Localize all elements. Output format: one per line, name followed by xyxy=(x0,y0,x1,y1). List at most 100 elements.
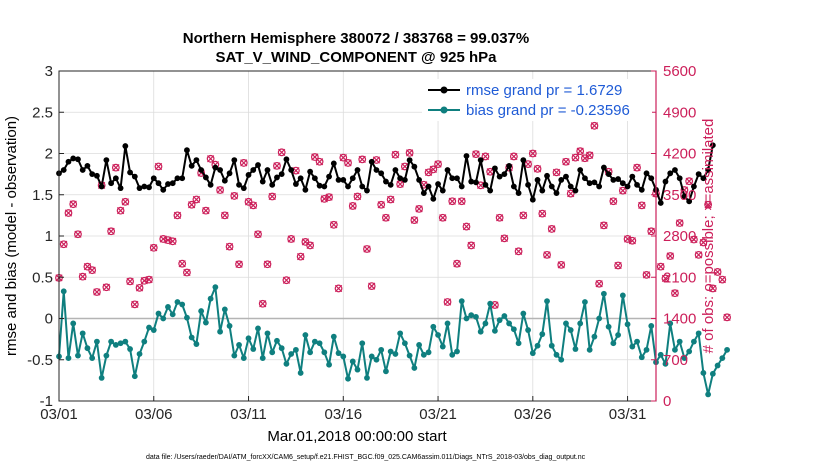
x-tick-label: 03/26 xyxy=(514,406,552,423)
obs-assimilated-cross xyxy=(496,214,504,222)
bias-point xyxy=(259,355,266,361)
obs-assimilated-cross xyxy=(244,198,253,206)
obs-marker xyxy=(121,197,130,206)
rmse-point xyxy=(288,167,295,173)
obs-possible-circle xyxy=(178,259,187,268)
rmse-point xyxy=(103,157,110,164)
obs-possible-circle xyxy=(334,284,343,293)
obs-assimilated-cross xyxy=(377,201,385,209)
rmse-point xyxy=(330,160,337,167)
obs-assimilated-cross xyxy=(415,205,423,213)
bias-point xyxy=(146,324,152,331)
bias-point xyxy=(193,341,200,347)
obs-possible-circle xyxy=(391,150,400,159)
bias-point xyxy=(615,332,621,338)
rmse-point xyxy=(359,183,366,190)
obs-possible-circle xyxy=(671,289,679,298)
obs-possible-circle xyxy=(93,288,101,296)
rmse-point xyxy=(567,183,574,190)
bias-point xyxy=(572,346,579,352)
obs-assimilated-cross xyxy=(623,235,632,243)
obs-marker xyxy=(78,272,87,281)
obs-possible-circle xyxy=(254,230,262,239)
obs-assimilated-cross xyxy=(112,164,120,172)
obs-marker xyxy=(268,192,277,201)
bias-point xyxy=(65,355,72,361)
obs-marker xyxy=(391,150,400,159)
obs-marker xyxy=(723,313,731,322)
obs-marker xyxy=(102,283,111,292)
bias-point xyxy=(553,351,560,358)
bias-point xyxy=(221,306,228,313)
bias-point xyxy=(657,351,664,358)
rmse-point xyxy=(591,179,598,186)
obs-assimilated-cross xyxy=(410,216,418,224)
rmse-point xyxy=(255,162,261,168)
obs-marker xyxy=(386,195,395,204)
obs-possible-circle xyxy=(628,236,637,245)
bias-point xyxy=(283,360,290,367)
obs-marker xyxy=(618,186,627,195)
obs-possible-circle xyxy=(538,209,547,218)
obs-marker xyxy=(367,282,376,290)
left-axis-ticks: 3 2.5 2 1.5 1 0.5 0 -0.5 -1 xyxy=(27,63,64,410)
obs-assimilated-cross xyxy=(396,180,404,188)
bias-point xyxy=(349,358,356,365)
rmse-point xyxy=(558,177,565,183)
obs-possible-circle xyxy=(675,219,684,227)
chart-title-line2: SAT_V_WIND_COMPONENT @ 925 hPa xyxy=(215,49,497,66)
bias-point xyxy=(719,355,726,361)
bias-point xyxy=(364,375,370,381)
obs-assimilated-cross xyxy=(439,214,447,222)
rmse-point xyxy=(454,175,460,182)
obs-possible-circle xyxy=(367,282,376,290)
rmse-point xyxy=(401,177,408,183)
bias-point xyxy=(449,351,456,358)
obs-assimilated-cross xyxy=(595,280,603,288)
bias-point xyxy=(392,351,399,357)
bias-point xyxy=(387,348,394,355)
obs-possible-circle xyxy=(467,241,476,250)
bias-point xyxy=(127,346,133,352)
obs-marker xyxy=(614,261,622,270)
rmse-point xyxy=(672,167,678,173)
obs-marker xyxy=(690,235,698,244)
obs-possible-circle xyxy=(557,260,566,269)
bias-point xyxy=(401,340,408,347)
bias-point xyxy=(534,342,541,349)
bias-point xyxy=(520,310,527,317)
bias-point xyxy=(307,349,314,356)
obs-possible-circle xyxy=(666,252,675,260)
rmse-point xyxy=(75,156,81,163)
rmse-point xyxy=(629,173,636,180)
obs-assimilated-cross xyxy=(671,289,679,297)
obs-assimilated-cross xyxy=(60,240,68,248)
rmse-point xyxy=(619,180,626,187)
obs-possible-circle xyxy=(685,177,694,186)
rmse-point xyxy=(65,158,72,165)
obs-marker xyxy=(448,197,457,206)
rmse-point xyxy=(321,183,328,190)
obs-possible-circle xyxy=(353,192,362,201)
rmse-point xyxy=(179,175,186,182)
bias-point xyxy=(316,340,323,347)
obs-possible-circle xyxy=(116,206,125,215)
obs-marker xyxy=(713,268,722,276)
y-axis-label-right: # of obs: o=possible; ×=assimilated xyxy=(700,119,717,354)
bias-point xyxy=(487,300,494,307)
data-file-footnote: data file: /Users/raeder/DAI/ATM_forcXX/… xyxy=(146,454,586,461)
rmse-point xyxy=(515,190,522,197)
obs-possible-circle xyxy=(637,201,646,210)
obs-possible-circle xyxy=(552,168,561,177)
obs-possible-circle xyxy=(495,213,504,222)
obs-possible-circle xyxy=(500,234,509,243)
obs-assimilated-cross xyxy=(311,153,319,161)
bias-point xyxy=(75,352,81,359)
obs-assimilated-cross xyxy=(581,154,589,162)
rmse-point xyxy=(368,158,375,165)
obs-possible-circle xyxy=(258,299,267,308)
bias-point xyxy=(510,326,517,333)
obs-possible-circle xyxy=(533,164,542,173)
obs-assimilated-cross xyxy=(619,187,627,195)
bias-point xyxy=(473,313,479,320)
